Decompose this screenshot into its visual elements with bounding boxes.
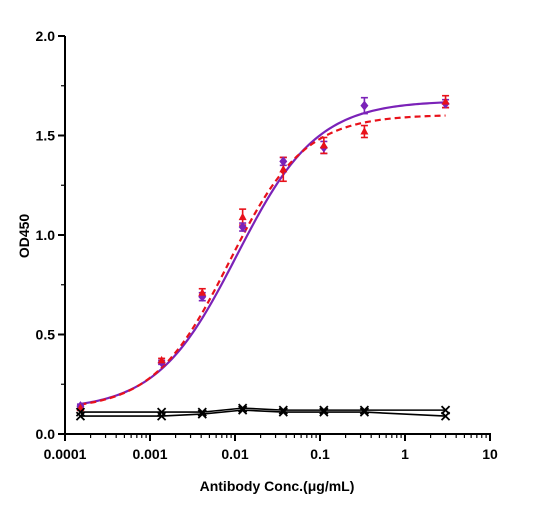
data-point-diamond [238,222,247,233]
data-point-x [319,407,329,417]
axes [64,36,491,435]
x-tick-label: 1 [401,446,409,462]
data-point-triangle [198,288,207,296]
data-point-x [197,407,207,417]
data-lines [80,407,446,417]
x-tick-label: 0.1 [310,446,330,462]
data-point-triangle [441,97,450,105]
error-bars [76,94,450,411]
x-axis-title: Antibody Conc.(μg/mL) [200,478,355,494]
x-tick-label: 0.0001 [44,446,87,462]
data-point-x [75,411,86,421]
y-tick-label: 1.5 [36,128,56,144]
data-point-x [197,409,207,419]
series-line [80,409,446,417]
data-point-x [278,407,288,417]
data-point-x [440,411,451,421]
data-point-x [359,405,370,415]
data-point-x [359,407,370,417]
x-tick-label: 0.01 [221,446,248,462]
data-point-x [278,405,288,415]
y-tick-label: 0.0 [36,426,56,442]
data-point-triangle [319,140,328,149]
x-ticks: 0.0001 0.001 0.01 0.1 1 10 [44,434,498,462]
y-tick-label: 2.0 [36,28,56,44]
data-point-x [156,411,167,421]
series-line [80,407,446,413]
y-ticks: 0.0 0.5 1.0 1.5 2.0 [36,28,65,442]
x-tick-label: 10 [482,446,498,462]
fit-curve [80,114,446,406]
data-point-triangle [360,127,369,135]
y-tick-label: 1.0 [36,227,56,243]
data-point-x [238,403,248,413]
fit-curve [80,101,446,406]
data-point-x [238,405,248,415]
data-point-diamond [279,156,288,167]
data-point-triangle [157,355,166,364]
fit-curves [80,101,446,406]
x-tick-label: 0.001 [132,446,167,462]
data-point-x [319,405,329,415]
y-axis-title: OD450 [16,214,32,259]
data-point-triangle [279,164,288,173]
y-tick-label: 0.5 [36,327,56,343]
markers [75,97,451,421]
data-point-diamond [360,100,369,111]
data-point-triangle [238,212,247,221]
data-point-x [156,407,167,417]
data-point-x [75,407,86,417]
